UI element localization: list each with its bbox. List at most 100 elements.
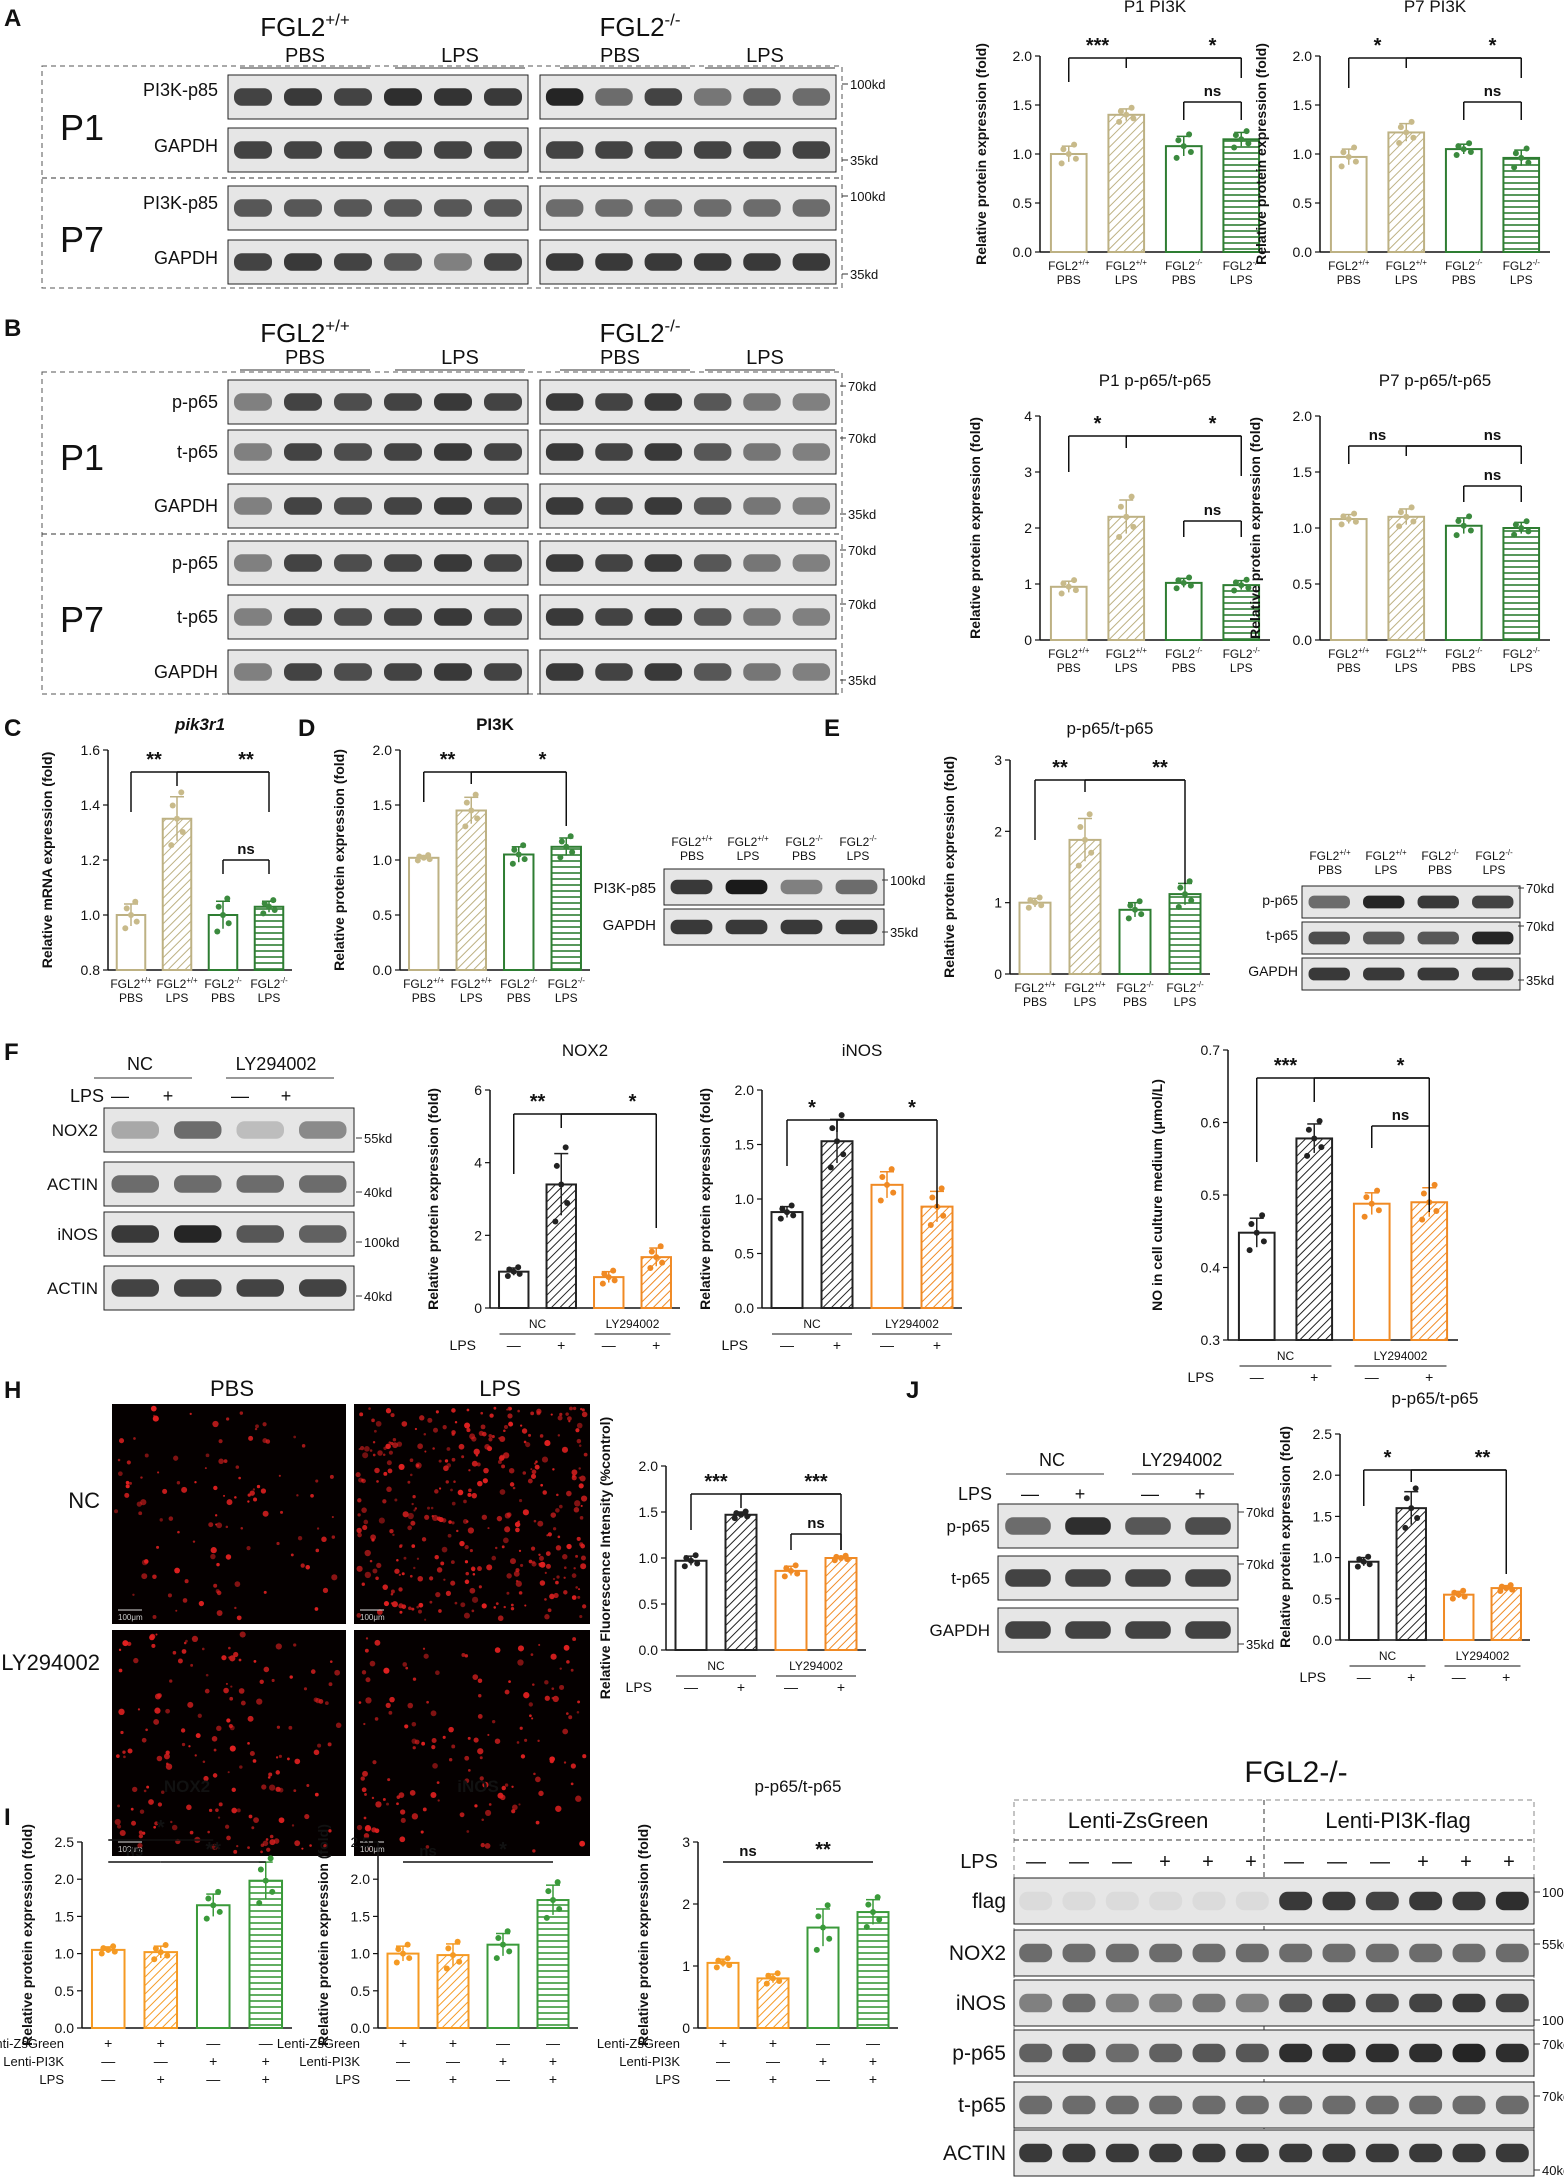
cell-dot (550, 1512, 557, 1518)
data-point (152, 1945, 159, 1952)
data-point (1187, 149, 1194, 156)
data-point (210, 1902, 217, 1909)
data-point (1058, 160, 1065, 167)
cell-dot (544, 1598, 547, 1601)
data-point (511, 846, 518, 853)
cell-dot (520, 1754, 526, 1759)
data-point (1175, 903, 1182, 910)
blot-band (284, 443, 322, 461)
cell-dot (409, 1790, 416, 1796)
genotype-superscript: +/+ (1358, 646, 1370, 655)
cell-dot (145, 1728, 148, 1732)
y-tick-label: 0 (474, 1300, 482, 1316)
cell-dot (549, 1756, 555, 1763)
blot-strip (103, 1211, 355, 1257)
genotype-label: FGL2-/- (1223, 258, 1261, 273)
blot-band (1472, 931, 1514, 945)
cell-dot (361, 1478, 364, 1482)
data-point (214, 928, 221, 935)
sign-label: — (816, 2035, 830, 2051)
sig-label: * (1489, 35, 1497, 57)
data-point (1408, 1505, 1415, 1512)
cell-dot (539, 1555, 544, 1561)
bar (161, 817, 193, 971)
cell-dot (278, 1754, 282, 1758)
cell-dot (223, 1494, 226, 1497)
cell-dot (276, 1541, 280, 1546)
data-point (1245, 584, 1252, 591)
genotype-base: FGL2 (1166, 981, 1196, 995)
blot-band (743, 497, 781, 515)
cell-dot (210, 1553, 216, 1560)
blot-band (1322, 2143, 1356, 2163)
data-point (1345, 153, 1352, 160)
data-point (1130, 115, 1137, 122)
cell-dot (520, 1563, 524, 1568)
blot-band (1105, 1891, 1139, 1911)
x-tick-label: PBS (1023, 995, 1047, 1009)
cell-dot (407, 1525, 413, 1531)
genotype-superscript: -/- (1196, 980, 1204, 989)
blot-band (693, 393, 732, 411)
cell-dot (289, 1675, 293, 1679)
cell-dot (315, 1548, 320, 1553)
blot-label: ACTIN (47, 1175, 98, 1194)
cell-dot (213, 1748, 217, 1752)
cell-dot (503, 1425, 508, 1430)
genotype-label: FGL2+/+ (1328, 646, 1370, 661)
group-label: LY294002 (885, 1317, 939, 1331)
cell-dot (363, 1816, 367, 1820)
cell-dot (118, 1668, 123, 1673)
cell-dot (388, 1450, 393, 1455)
blot-band (644, 141, 683, 159)
cell-dot (156, 1755, 163, 1762)
cell-dot (218, 1802, 223, 1807)
cell-dot (511, 1785, 514, 1788)
cell-dot (443, 1465, 449, 1472)
y-tick-label: 1.5 (639, 1504, 659, 1520)
data-point (474, 815, 481, 822)
genotype-label: FGL2+/+ (1048, 258, 1090, 273)
cell-dot (508, 1421, 514, 1427)
blot-band (1185, 1517, 1231, 1535)
blot-band (545, 608, 584, 626)
data-point (1180, 143, 1187, 150)
data-point (1338, 521, 1345, 528)
blot-band (111, 1175, 159, 1193)
sign-label: + (1195, 1484, 1206, 1504)
cell-dot (249, 1490, 255, 1496)
genotype-label: FGL2+/+ (1014, 980, 1056, 995)
data-point (443, 1965, 450, 1972)
sign-label: + (157, 2035, 165, 2051)
cell-dot (119, 1829, 126, 1837)
y-tick-label: 3 (994, 752, 1002, 768)
cell-dot (575, 1554, 579, 1558)
genotype-superscript: +/+ (325, 11, 350, 30)
cell-dot (552, 1695, 559, 1703)
cell-dot (528, 1702, 533, 1707)
data-point (151, 1956, 158, 1963)
x-tick-label: PBS (1172, 273, 1196, 287)
data-point (267, 1855, 274, 1862)
sign-label: + (399, 2035, 407, 2051)
cell-dot (118, 1648, 122, 1652)
cell-dot (252, 1759, 257, 1763)
blot-band (1192, 2143, 1226, 2163)
data-point (788, 1567, 794, 1574)
data-point (1467, 149, 1474, 156)
genotype-label: FGL2+/+ (1386, 258, 1428, 273)
cell-dot (501, 1545, 505, 1549)
cell-dot (365, 1677, 371, 1683)
blot-band (693, 253, 732, 271)
x-label: Lenti-ZsGreen (0, 2036, 64, 2051)
blot-band (1409, 1993, 1443, 2013)
data-point (515, 851, 522, 858)
cell-dot (387, 1778, 391, 1782)
y-tick-label: 2 (682, 1896, 690, 1912)
cell-dot (559, 1412, 563, 1416)
cell-dot (563, 1644, 570, 1651)
cell-dot (228, 1646, 231, 1650)
sig-label: ** (146, 749, 162, 771)
data-point (179, 828, 186, 835)
